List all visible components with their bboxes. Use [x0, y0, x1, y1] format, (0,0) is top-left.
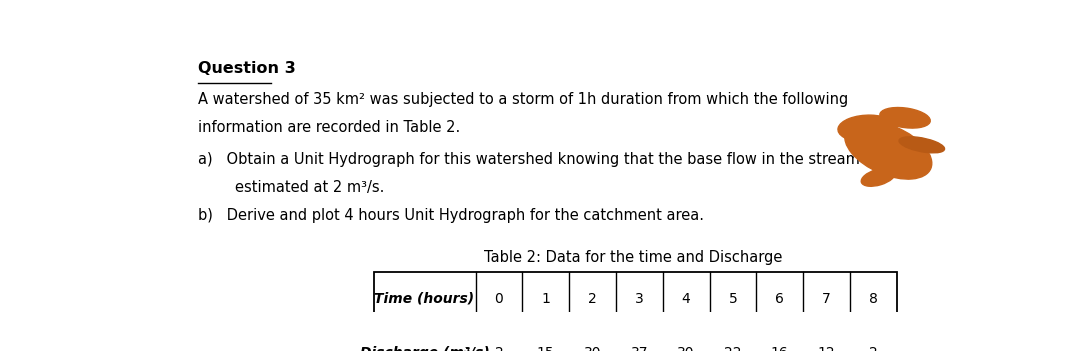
Text: 2: 2 [495, 346, 503, 351]
Ellipse shape [899, 137, 945, 153]
Text: 0: 0 [495, 292, 503, 306]
Text: 4: 4 [681, 292, 690, 306]
Text: Discharge (m³/s): Discharge (m³/s) [360, 346, 489, 351]
Text: 30: 30 [584, 346, 602, 351]
Ellipse shape [861, 168, 895, 186]
Ellipse shape [838, 115, 896, 142]
Text: 2: 2 [869, 346, 878, 351]
Text: 37: 37 [631, 346, 648, 351]
Text: A watershed of 35 km² was subjected to a storm of 1h duration from which the fol: A watershed of 35 km² was subjected to a… [198, 92, 848, 107]
Text: Table 2: Data for the time and Discharge: Table 2: Data for the time and Discharge [484, 250, 782, 265]
Text: 2: 2 [589, 292, 597, 306]
Text: 16: 16 [771, 346, 788, 351]
Text: Time (hours): Time (hours) [375, 292, 474, 306]
Text: estimated at 2 m³/s.: estimated at 2 m³/s. [198, 180, 384, 195]
Text: b)   Derive and plot 4 hours Unit Hydrograph for the catchment area.: b) Derive and plot 4 hours Unit Hydrogra… [198, 208, 704, 223]
Text: 3: 3 [635, 292, 644, 306]
Text: Question 3: Question 3 [198, 61, 296, 76]
Text: 15: 15 [537, 346, 554, 351]
Ellipse shape [880, 107, 930, 128]
Text: 6: 6 [775, 292, 784, 306]
Text: 7: 7 [822, 292, 831, 306]
Text: 22: 22 [725, 346, 742, 351]
Text: 5: 5 [729, 292, 738, 306]
Text: 12: 12 [818, 346, 835, 351]
Text: 1: 1 [541, 292, 550, 306]
Text: a)   Obtain a Unit Hydrograph for this watershed knowing that the base flow in t: a) Obtain a Unit Hydrograph for this wat… [198, 152, 876, 167]
Text: 30: 30 [677, 346, 694, 351]
Text: 8: 8 [868, 292, 878, 306]
Ellipse shape [845, 121, 932, 179]
Text: information are recorded in Table 2.: information are recorded in Table 2. [198, 120, 460, 135]
